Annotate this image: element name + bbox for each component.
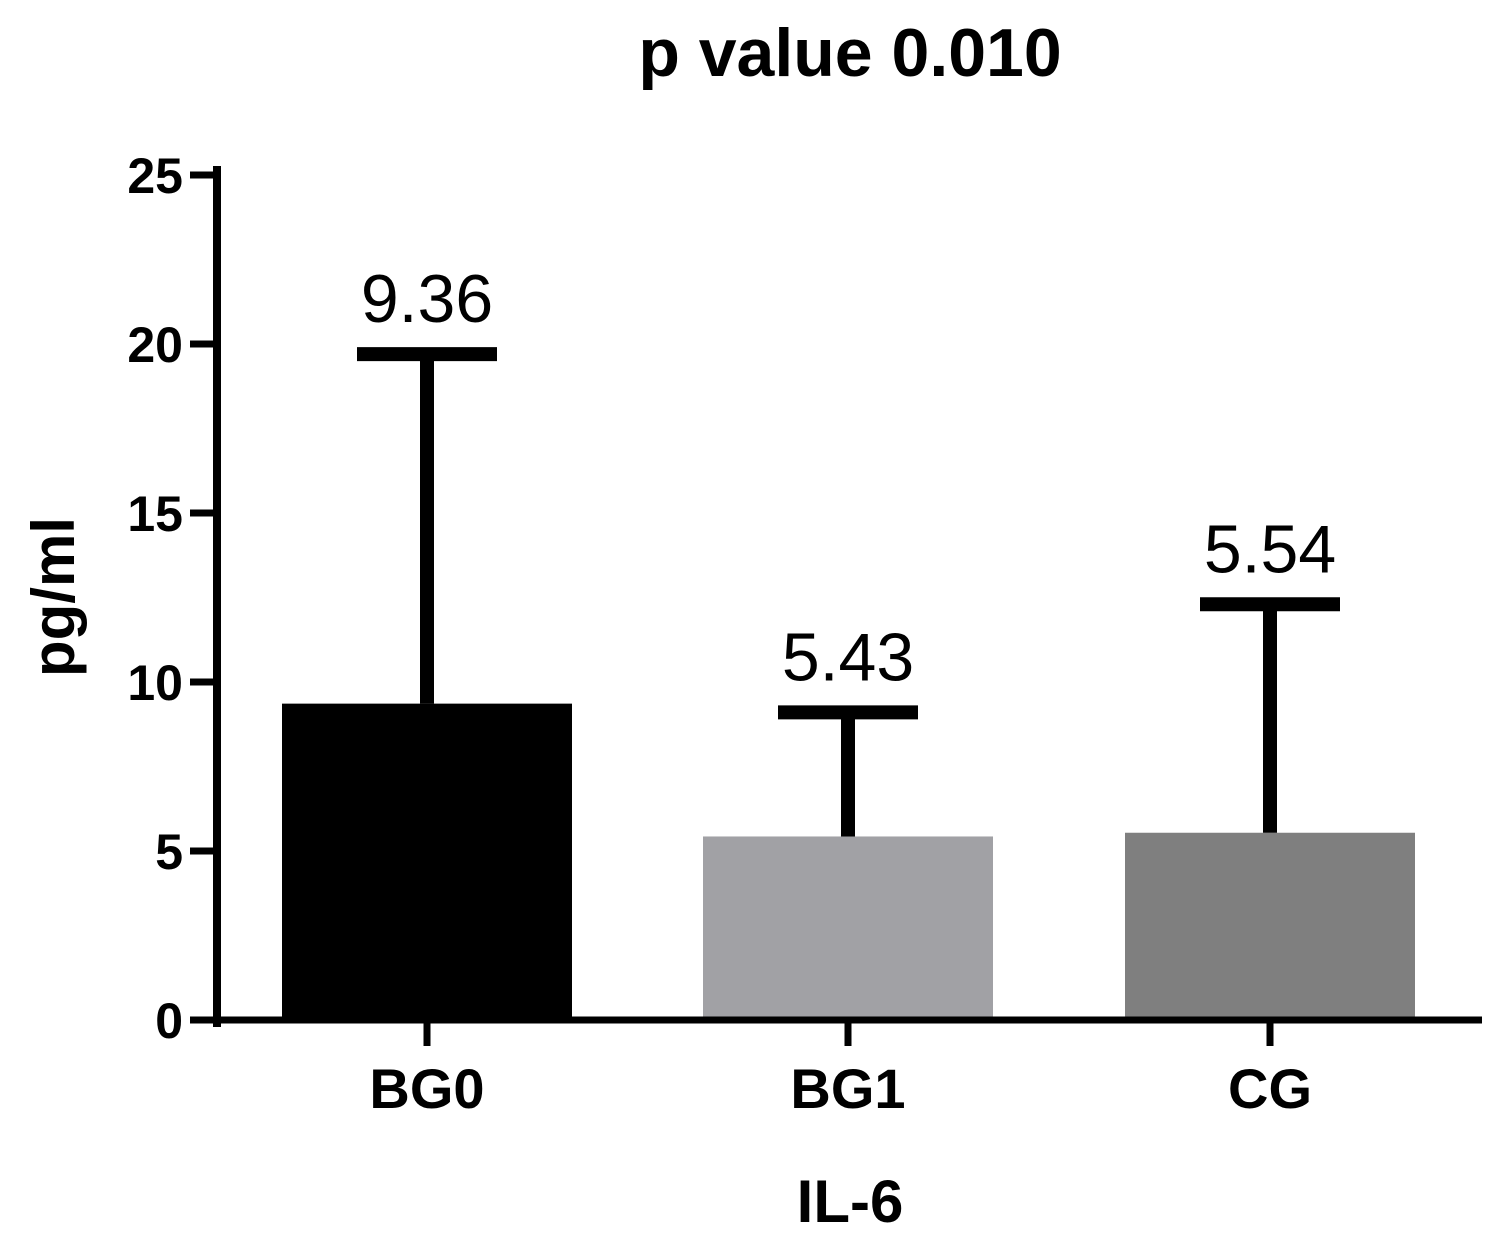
y-tick-label: 0 — [155, 993, 183, 1049]
bar-bg1 — [703, 836, 993, 1020]
x-tick-label-bg0: BG0 — [369, 1057, 484, 1120]
x-ticks-layer: BG0 BG1 CG — [369, 1020, 1312, 1120]
y-tick-label: 25 — [127, 148, 183, 204]
x-tick-label-bg1: BG1 — [790, 1057, 905, 1120]
y-axis-title: pg/ml — [20, 517, 87, 677]
error-bars-layer — [357, 347, 1340, 837]
bar-cg — [1125, 832, 1415, 1020]
bar-bg0 — [282, 703, 572, 1020]
x-tick-label-cg: CG — [1228, 1057, 1312, 1120]
x-axis-title: IL-6 — [797, 1168, 904, 1235]
y-ticks-layer: 0 5 10 15 20 25 — [127, 148, 217, 1049]
chart-title: p value 0.010 — [638, 15, 1061, 91]
y-tick-label: 10 — [127, 655, 183, 711]
data-label-cg: 5.54 — [1204, 511, 1336, 587]
data-label-bg0: 9.36 — [361, 261, 493, 337]
y-tick-label: 5 — [155, 824, 183, 880]
y-tick-label: 15 — [127, 486, 183, 542]
bars-layer — [282, 703, 1415, 1020]
data-label-bg1: 5.43 — [782, 619, 914, 695]
y-tick-label: 20 — [127, 317, 183, 373]
data-labels-layer: 9.36 5.43 5.54 — [361, 261, 1336, 695]
